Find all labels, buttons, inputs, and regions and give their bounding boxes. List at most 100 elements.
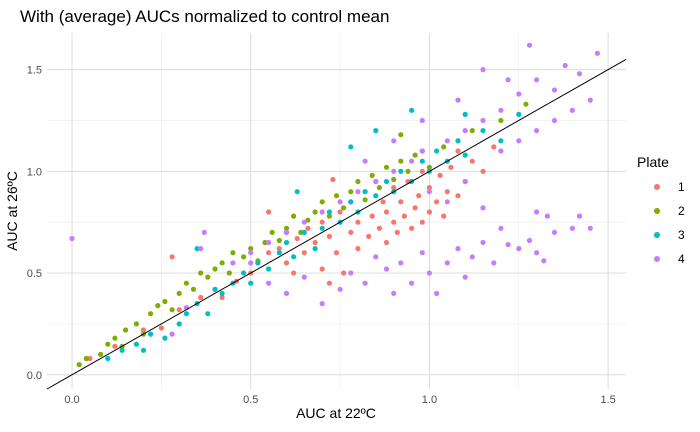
data-point-plate-3	[133, 341, 139, 347]
y-tick-label: 0.0	[27, 370, 42, 382]
data-point-plate-4	[373, 254, 379, 260]
legend-key-plate-3	[654, 232, 660, 238]
data-point-plate-1	[419, 219, 425, 225]
data-point-plate-3	[398, 168, 404, 174]
data-point-plate-4	[409, 280, 415, 286]
data-point-plate-1	[380, 199, 386, 205]
data-point-plate-3	[241, 270, 247, 276]
data-point-plate-4	[444, 199, 450, 205]
data-point-plate-2	[291, 213, 297, 219]
data-point-plate-2	[441, 144, 447, 150]
data-point-plate-4	[301, 219, 307, 225]
data-point-plate-4	[444, 260, 450, 266]
data-point-plate-4	[434, 290, 440, 296]
data-point-plate-2	[269, 229, 275, 235]
data-point-plate-3	[516, 111, 522, 117]
legend-key-plate-4	[654, 256, 660, 262]
data-point-plate-3	[301, 229, 307, 235]
data-point-plate-2	[312, 209, 318, 215]
data-point-plate-3	[319, 225, 325, 231]
data-point-plate-4	[498, 107, 504, 113]
x-tick-label: 0.5	[243, 394, 258, 406]
data-point-plate-1	[448, 164, 454, 170]
data-point-plate-2	[283, 225, 290, 231]
y-tick-label: 1.5	[27, 65, 42, 77]
legend: Plate 1 2 3 4	[637, 154, 685, 266]
identity-reference-line	[46, 59, 627, 390]
data-point-plate-1	[198, 294, 204, 301]
data-point-plate-1	[419, 168, 425, 174]
data-point-plate-4	[505, 77, 511, 83]
data-point-plate-3	[291, 254, 297, 260]
data-point-plate-4	[283, 290, 290, 296]
data-point-plate-3	[312, 246, 318, 252]
data-point-plate-4	[283, 229, 290, 235]
data-point-plate-4	[594, 50, 601, 56]
data-point-plate-4	[391, 290, 397, 296]
data-point-plate-4	[266, 239, 272, 246]
legend-key-plate-1	[654, 184, 660, 190]
data-point-plate-1	[219, 294, 225, 301]
data-point-plate-4	[419, 148, 425, 154]
data-point-plate-3	[419, 158, 425, 164]
data-point-plate-1	[412, 205, 418, 211]
data-point-plate-2	[230, 250, 236, 256]
data-point-plate-2	[262, 239, 268, 246]
data-point-plate-3	[326, 209, 332, 215]
data-point-plate-3	[140, 347, 147, 353]
data-point-plate-4	[576, 213, 583, 219]
data-point-plate-1	[398, 199, 404, 205]
data-point-plate-4	[391, 138, 397, 144]
data-point-plate-2	[148, 311, 154, 317]
data-point-plate-2	[226, 270, 232, 276]
data-point-plate-2	[105, 341, 111, 347]
data-point-plate-3	[294, 189, 300, 195]
data-point-plate-2	[98, 351, 104, 357]
data-point-plate-1	[355, 219, 361, 225]
data-point-plate-1	[266, 250, 272, 256]
data-point-plate-2	[176, 290, 182, 296]
data-point-plate-4	[516, 138, 522, 144]
data-point-plate-2	[155, 303, 161, 309]
data-point-plate-1	[355, 246, 361, 252]
data-point-plate-4	[516, 246, 522, 252]
data-point-plate-4	[373, 178, 379, 185]
data-point-plate-3	[266, 266, 272, 272]
data-point-plate-4	[576, 71, 583, 77]
data-point-plate-3	[348, 144, 354, 150]
legend-title: Plate	[637, 154, 669, 170]
data-point-plate-4	[569, 107, 576, 113]
data-point-plate-3	[255, 260, 261, 266]
data-point-plate-4	[462, 128, 468, 134]
data-point-plate-4	[587, 97, 593, 103]
data-point-plate-1	[394, 229, 400, 235]
data-point-plate-1	[444, 189, 450, 195]
data-point-plate-3	[373, 193, 379, 199]
legend-label-plate-4: 4	[678, 252, 685, 266]
data-point-plate-1	[383, 209, 390, 215]
data-point-plate-4	[201, 229, 207, 235]
data-point-plate-2	[383, 164, 390, 170]
data-point-plate-3	[119, 347, 125, 353]
data-point-plate-1	[491, 144, 497, 150]
data-point-plate-4	[348, 270, 354, 276]
data-point-plate-3	[348, 199, 354, 205]
data-point-plate-4	[266, 280, 272, 286]
data-point-plate-4	[248, 260, 254, 266]
data-point-plate-4	[587, 225, 593, 231]
data-point-plate-1	[169, 254, 175, 260]
data-point-plate-3	[105, 355, 111, 362]
legend-label-plate-1: 1	[678, 180, 685, 194]
data-point-plate-4	[419, 117, 425, 124]
legend-label-plate-3: 3	[678, 228, 685, 242]
data-point-plate-4	[391, 168, 397, 174]
data-point-plate-1	[366, 233, 372, 239]
data-point-plate-3	[219, 290, 225, 296]
data-point-plate-4	[426, 270, 432, 276]
data-point-plate-2	[205, 274, 211, 280]
data-point-plate-1	[312, 239, 318, 246]
plot-panel	[47, 33, 626, 389]
data-point-plate-4	[469, 254, 475, 260]
data-point-plate-2	[162, 298, 168, 305]
data-point-plate-1	[112, 343, 118, 349]
